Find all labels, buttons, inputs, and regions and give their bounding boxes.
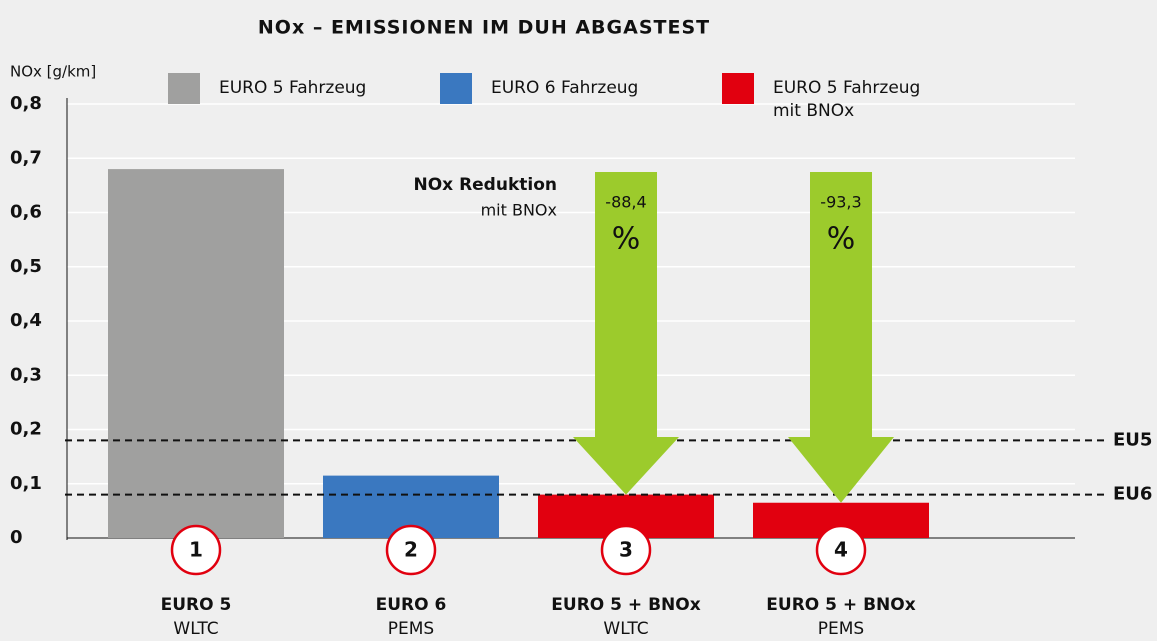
category-marker: 4 — [834, 538, 848, 562]
x-tick-label: EURO 5 — [161, 595, 232, 615]
y-tick-label: 0 — [10, 527, 23, 548]
category-marker-circle — [815, 524, 867, 576]
category-marker: 2 — [404, 538, 418, 562]
category-marker-circle — [170, 524, 222, 576]
x-tick-sublabel: WLTC — [173, 619, 218, 639]
reduction-arrow — [788, 172, 894, 503]
legend-label: EURO 6 Fahrzeug — [491, 78, 639, 98]
x-tick-sublabel: PEMS — [388, 619, 434, 639]
x-tick-label: EURO 6 — [376, 595, 447, 615]
y-tick-label: 0,5 — [10, 256, 42, 277]
reduction-unit: % — [612, 222, 641, 257]
legend-swatch — [168, 73, 200, 104]
legend-swatch — [722, 73, 754, 104]
reduction-unit: % — [827, 222, 856, 257]
annotation-title: NOx Reduktion — [414, 175, 558, 195]
reference-label: EU5 — [1113, 429, 1152, 450]
reduction-label: -88,4 — [605, 193, 646, 212]
y-tick-label: 0,3 — [10, 364, 42, 385]
y-tick-label: 0,8 — [10, 93, 42, 114]
x-tick-sublabel: WLTC — [603, 619, 648, 639]
category-marker: 3 — [619, 538, 633, 562]
annotation-subtitle: mit BNOx — [481, 201, 557, 220]
legend-swatch — [440, 73, 472, 104]
category-marker: 1 — [189, 538, 203, 562]
y-tick-label: 0,2 — [10, 419, 42, 440]
y-tick-label: 0,7 — [10, 147, 42, 168]
reduction-arrow — [573, 172, 679, 495]
x-tick-label: EURO 5 + BNOx — [766, 595, 915, 615]
x-tick-sublabel: PEMS — [818, 619, 864, 639]
category-marker-circle — [600, 524, 652, 576]
x-tick-label: EURO 5 + BNOx — [551, 595, 700, 615]
y-tick-label: 0,4 — [10, 310, 42, 331]
legend-label: EURO 5 Fahrzeug — [219, 78, 367, 98]
reference-label: EU6 — [1113, 484, 1152, 505]
y-tick-label: 0,6 — [10, 202, 42, 223]
bar — [108, 169, 284, 538]
chart-title: NOx – EMISSIONEN IM DUH ABGASTEST — [258, 17, 710, 39]
category-marker-circle — [385, 524, 437, 576]
legend-label: EURO 5 Fahrzeug mit BNOx — [773, 78, 921, 121]
y-axis-label: NOx [g/km] — [10, 63, 96, 81]
y-tick-label: 0,1 — [10, 473, 42, 494]
reduction-label: -93,3 — [820, 193, 861, 212]
